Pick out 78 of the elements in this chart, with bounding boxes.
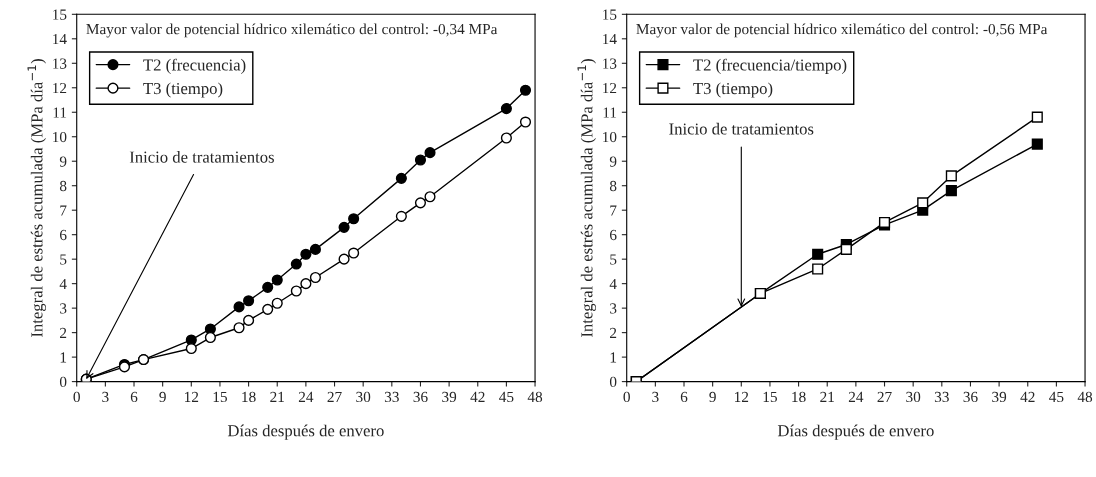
y-tick-label: 13 [53,58,67,69]
x-tick-label: 27 [327,391,342,402]
y-tick-label: 5 [610,254,617,265]
x-tick-label: 18 [792,391,806,403]
y-tick-label: 12 [53,82,67,94]
y-tick-label: 9 [59,156,67,167]
legend-label: T2 (frecuencia/tiempo) [693,58,847,74]
x-tick-label: 42 [1020,391,1035,402]
x-tick-label: 24 [848,391,864,402]
x-tick-label: 0 [623,391,630,403]
y-tick-label: 10 [603,131,617,143]
x-tick-label: 6 [680,391,688,403]
x-tick-label: 42 [470,391,485,402]
x-tick-label: 0 [73,391,80,403]
x-tick-label: 15 [213,391,227,403]
x-tick-label: 30 [906,391,921,403]
y-tick-label: 11 [53,107,67,118]
y-tick-label: 3 [610,303,617,314]
y-tick-label: 9 [609,156,617,167]
x-tick-label: 36 [963,391,978,403]
y-tick-label: 2 [610,327,617,338]
y-tick-label: 5 [60,254,67,265]
annotation: Inicio de tratamientos [669,122,814,135]
y-tick-label: 6 [60,229,67,241]
x-tick-label: 30 [356,391,371,403]
y-tick-label: 15 [53,9,67,20]
x-axis-title: Días después de envero [227,424,384,440]
y-axis-title: Integral de estrés acumulada (MPa día$^{−1}$) [27,59,46,338]
y-tick-label: 10 [53,131,67,143]
y-tick-label: 0 [609,376,617,388]
y-tick-label: 8 [59,180,67,192]
y-tick-label: 7 [610,205,617,216]
y-tick-label: 12 [603,82,617,94]
x-tick-label: 48 [527,391,543,403]
x-tick-label: 21 [270,391,284,402]
x-tick-label: 12 [185,391,199,402]
y-tick-label: 1 [60,352,67,363]
x-tick-label: 15 [763,391,777,403]
y-tick-label: 14 [603,34,617,45]
annotation: Mayor valor de potencial hídrico xilemático del control: -0,34 MPa [86,23,498,38]
x-tick-label: 9 [159,391,166,403]
x-tick-label: 21 [820,391,834,402]
x-tick-label: 45 [1049,391,1064,403]
x-tick-label: 39 [992,391,1007,403]
x-tick-label: 3 [652,391,659,403]
y-tick-label: 4 [609,278,617,289]
x-tick-label: 39 [442,391,457,403]
x-tick-label: 12 [735,391,749,402]
x-tick-label: 27 [877,391,892,402]
x-tick-label: 36 [413,391,428,403]
x-tick-label: 45 [499,391,514,403]
x-tick-label: 33 [384,391,399,403]
x-tick-label: 33 [934,391,949,403]
y-axis-title: Integral de estrés acumulada (MPa día$^{−1}$) [577,59,596,338]
y-tick-label: 8 [609,180,617,192]
y-tick-label: 6 [610,229,617,241]
y-tick-label: 11 [603,107,617,118]
y-tick-label: 4 [59,278,67,289]
y-tick-label: 7 [60,205,67,216]
y-tick-label: 3 [60,303,67,314]
x-tick-label: 24 [298,391,314,402]
legend-label: T2 (frecuencia) [143,58,246,74]
annotation: Inicio de tratamientos [129,151,274,163]
y-tick-label: 1 [610,352,617,363]
x-tick-label: 9 [709,391,716,403]
legend-label: T3 (tiempo) [693,82,773,98]
x-tick-label: 48 [1077,391,1093,403]
x-tick-label: 6 [130,391,138,403]
y-tick-label: 13 [603,58,617,69]
y-tick-label: 15 [603,9,617,20]
x-tick-label: 18 [242,391,256,403]
y-tick-label: 14 [53,34,67,45]
x-tick-label: 3 [102,391,109,403]
legend-label: T3 (tiempo) [143,82,223,98]
y-tick-label: 2 [60,327,67,338]
y-tick-label: 0 [59,376,67,388]
annotation: Mayor valor de potencial hídrico xilemático del control: -0,56 MPa [636,23,1048,38]
x-axis-title: Días después de envero [777,424,934,440]
